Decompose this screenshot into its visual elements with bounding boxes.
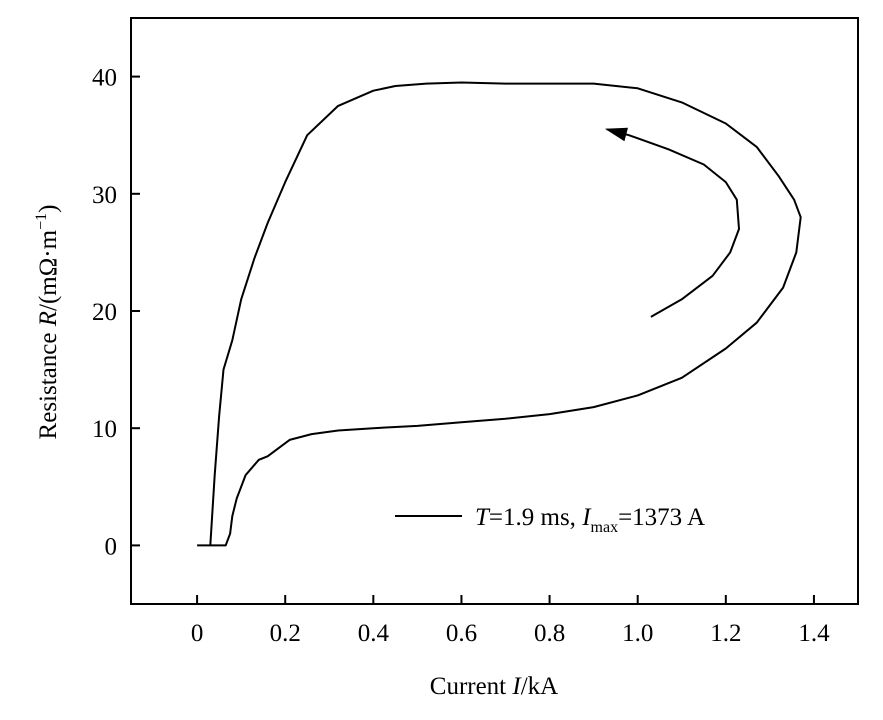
legend-label: T=1.9 ms, Imax=1373 A (475, 504, 705, 536)
x-tick-label: 1.2 (710, 620, 741, 647)
y-tick-label: 10 (92, 416, 117, 443)
y-axis-ticks: 0 10 20 30 40 (92, 65, 140, 560)
y-tick-label: 20 (92, 299, 117, 326)
x-tick-label: 0 (191, 620, 204, 647)
y-tick-label: 30 (92, 182, 117, 209)
x-axis-ticks: 0 0.2 0.4 0.6 0.8 1.0 1.2 1.4 (191, 595, 830, 647)
x-tick-label: 0.6 (446, 620, 477, 647)
x-tick-label: 1.0 (622, 620, 653, 647)
x-tick-label: 1.4 (798, 620, 830, 647)
y-axis-label: Resistance R/(mΩ·m−1) (33, 205, 62, 440)
x-tick-label: 0.8 (534, 620, 565, 647)
arrow-shaft (606, 128, 740, 318)
series-line-0 (197, 81, 802, 547)
y-tick-label: 40 (92, 65, 117, 92)
legend: T=1.9 ms, Imax=1373 A (395, 504, 705, 536)
series-layer (197, 81, 802, 547)
x-tick-label: 0.4 (358, 620, 390, 647)
x-axis-label: Current I/kA (430, 673, 558, 700)
y-tick-label: 0 (105, 533, 118, 560)
x-tick-label: 0.2 (270, 620, 301, 647)
arrow-head (604, 127, 628, 142)
direction-arrow (604, 127, 740, 318)
